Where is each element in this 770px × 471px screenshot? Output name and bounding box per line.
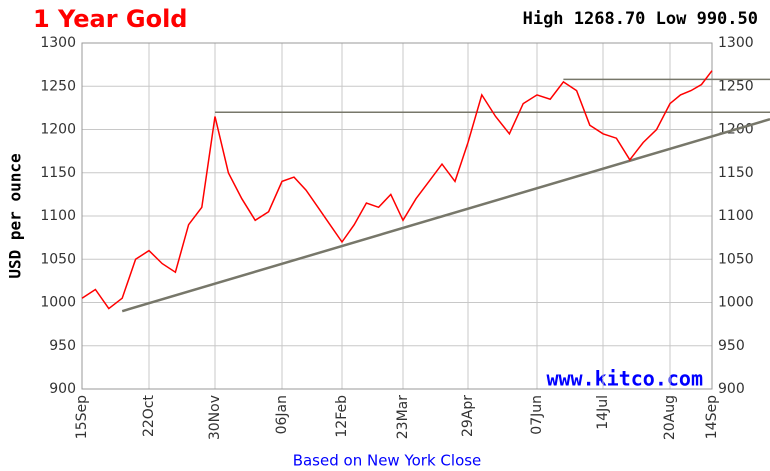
y-tick-label-right: 1250 — [718, 78, 754, 94]
watermark: www.kitco.com — [546, 367, 703, 391]
chart-title: 1 Year Gold — [33, 5, 188, 33]
x-tick-label: 20Aug — [662, 395, 678, 440]
y-tick-label: 1000 — [40, 295, 76, 311]
x-tick-label: 12Feb — [334, 395, 350, 438]
x-tick-label: 22Oct — [141, 395, 157, 438]
y-tick-label-right: 1300 — [718, 35, 754, 51]
y-tick-label: 950 — [49, 338, 76, 354]
y-tick-label-right: 1100 — [718, 208, 754, 224]
y-tick-label-right: 1150 — [718, 165, 754, 181]
trend-line — [121, 118, 770, 313]
x-axis-label: Based on New York Close — [293, 452, 482, 470]
y-tick-label: 1150 — [40, 165, 76, 181]
x-tick-label: 14Jul — [595, 395, 611, 430]
x-tick-label: 06Jan — [274, 395, 290, 434]
y-tick-label: 1200 — [40, 122, 76, 138]
x-tick-label: 15Sep — [74, 395, 90, 439]
plot-border — [81, 42, 713, 390]
y-tick-label-right: 950 — [718, 338, 745, 354]
y-tick-label: 1100 — [40, 208, 76, 224]
x-tick-label: 07Jun — [529, 395, 545, 435]
y-axis-label: USD per ounce — [6, 153, 25, 278]
high-low: High 1268.70 Low 990.50 — [523, 9, 758, 29]
y-tick-label-right: 1000 — [718, 295, 754, 311]
x-tick-label: 29Apr — [460, 395, 476, 437]
y-tick-label-right: 1050 — [718, 251, 754, 267]
y-tick-label: 1300 — [40, 35, 76, 51]
price-line — [81, 70, 713, 310]
y-tick-label: 900 — [49, 381, 76, 397]
y-tick-label: 1250 — [40, 78, 76, 94]
x-tick-label: 23Mar — [395, 395, 411, 439]
x-tick-label: 14Sep — [704, 395, 720, 439]
y-tick-label: 1050 — [40, 251, 76, 267]
x-tick-label: 30Nov — [207, 395, 223, 440]
y-tick-label-right: 900 — [718, 381, 745, 397]
